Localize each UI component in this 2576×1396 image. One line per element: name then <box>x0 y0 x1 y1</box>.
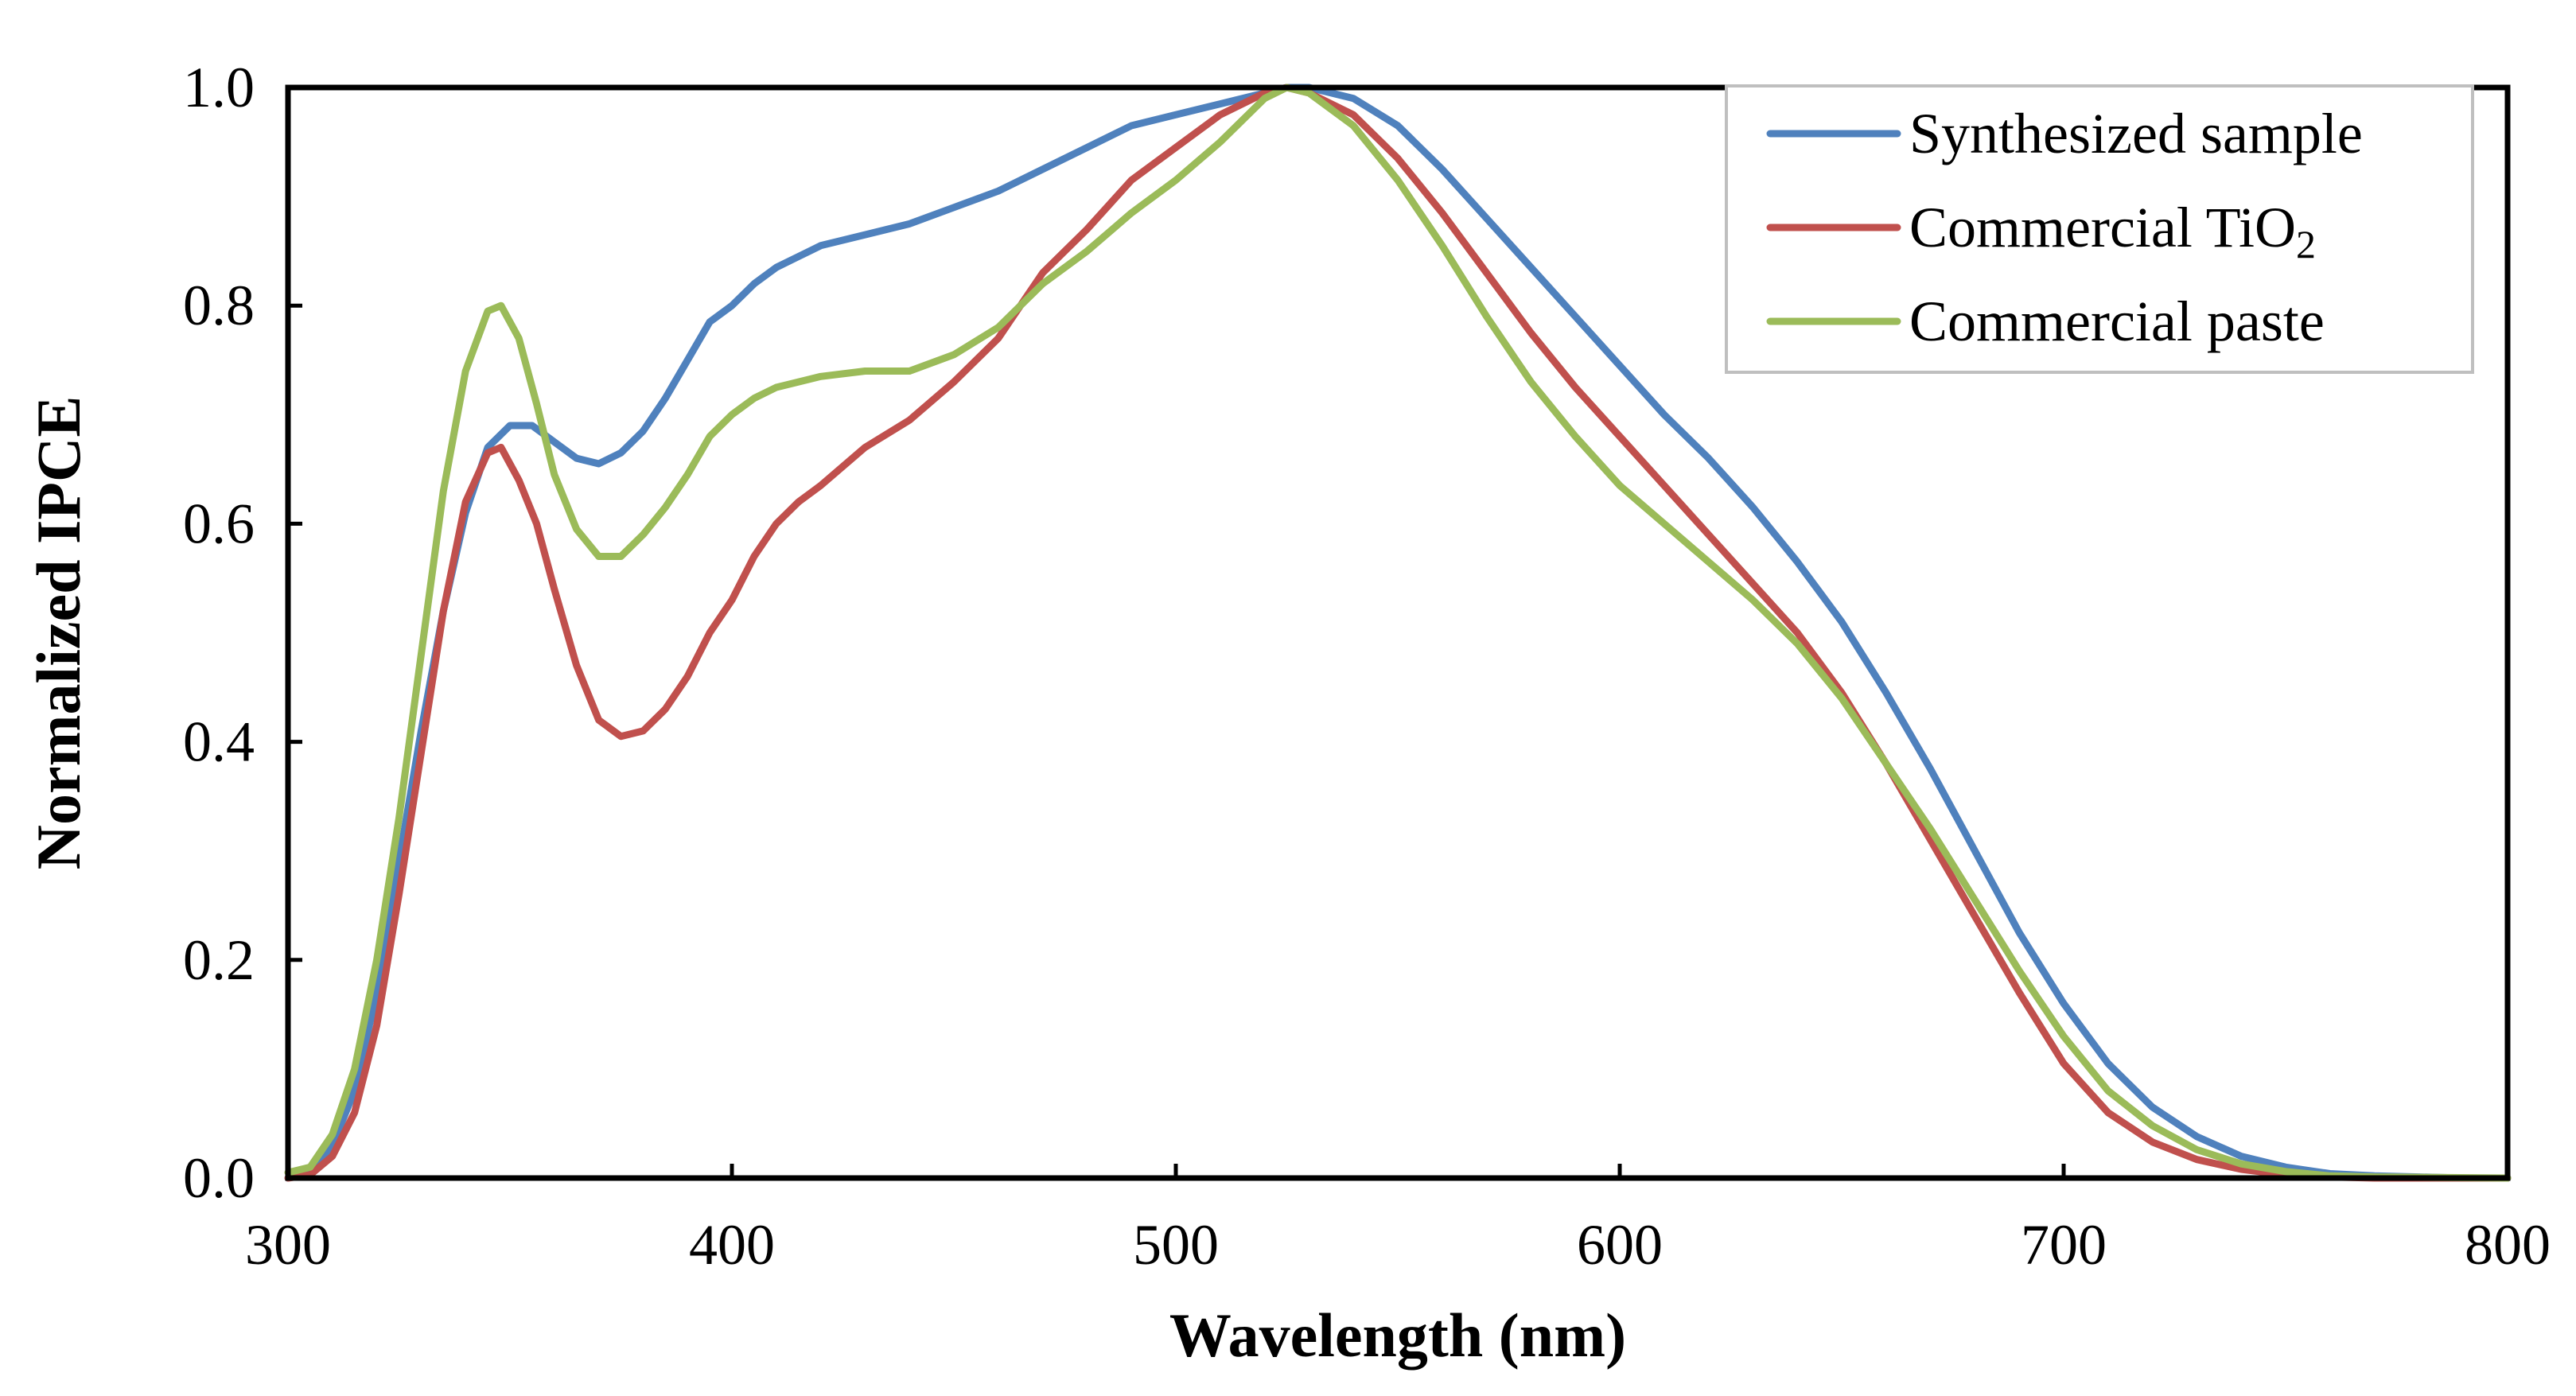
y-tick-label: 0.0 <box>183 1146 255 1210</box>
legend: Synthesized sample Commercial TiO2 Commerc… <box>1725 84 2474 374</box>
plot-area-frame <box>285 84 2511 1181</box>
series-line-2 <box>284 84 2512 1182</box>
y-tick-label: 0.6 <box>183 492 255 555</box>
y-tick-label: 0.8 <box>183 274 255 337</box>
y-axis-title: Normalized IPCE <box>24 396 93 870</box>
series-line-3 <box>284 84 2512 1182</box>
series-line-1 <box>284 84 2512 1182</box>
x-tick-label: 300 <box>245 1213 331 1277</box>
y-tick-label: 0.4 <box>183 710 255 774</box>
series-layer <box>284 84 2512 1182</box>
y-tick-label: 1.0 <box>183 56 255 119</box>
y-tick-label: 0.2 <box>183 928 255 992</box>
x-tick-label: 700 <box>2021 1213 2107 1277</box>
legend-label-1: Synthesized sample <box>1909 102 2363 165</box>
x-tick-label: 400 <box>689 1213 775 1277</box>
x-axis-title: Wavelength (nm) <box>1169 1301 1626 1370</box>
x-tick-label: 600 <box>1577 1213 1663 1277</box>
x-tick-label: 800 <box>2465 1213 2551 1277</box>
tick-layer: 300 400 500 600 700 800 0.0 0.2 0.4 0.6 0.8 1.0 <box>183 56 2551 1277</box>
legend-label-3: Commercial paste <box>1909 290 2325 353</box>
x-tick-label: 500 <box>1133 1213 1219 1277</box>
legend-label-2: Commercial TiO2 <box>1909 196 2316 266</box>
